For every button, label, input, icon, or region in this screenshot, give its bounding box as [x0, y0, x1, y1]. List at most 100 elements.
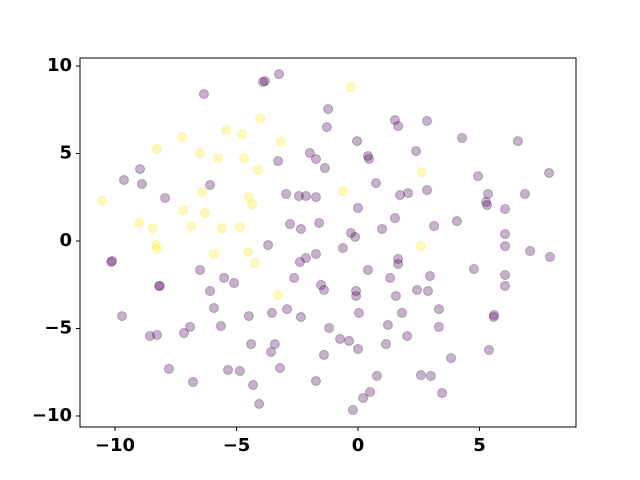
point [301, 252, 312, 263]
point [106, 257, 117, 268]
point [393, 254, 404, 265]
point [446, 353, 457, 364]
point [275, 363, 286, 374]
point [382, 319, 393, 330]
point [249, 258, 260, 269]
point [208, 303, 219, 314]
point [266, 307, 277, 318]
point [316, 279, 327, 290]
point [362, 150, 373, 161]
point [353, 307, 364, 318]
point [284, 219, 295, 230]
point [295, 223, 306, 234]
point [429, 220, 440, 231]
point [403, 188, 414, 199]
point [371, 370, 382, 381]
point [402, 331, 413, 342]
x-tick-label: 5 [473, 435, 486, 456]
point [358, 392, 369, 403]
point [422, 115, 433, 126]
point [350, 231, 361, 242]
point [221, 125, 232, 136]
point [215, 321, 226, 332]
point [136, 178, 147, 189]
point [483, 188, 494, 199]
y-tick-label: −10 [32, 405, 72, 426]
point [188, 377, 199, 388]
point [500, 229, 511, 240]
point [239, 153, 250, 164]
point [152, 143, 163, 154]
point [437, 388, 448, 399]
point [259, 76, 270, 87]
point [295, 311, 306, 322]
point [377, 223, 388, 234]
point [344, 335, 355, 346]
point [425, 370, 436, 381]
point [252, 164, 263, 175]
y-tick-label: 5 [59, 143, 72, 164]
point [160, 192, 171, 203]
point [195, 265, 206, 276]
point [318, 349, 329, 360]
point [351, 286, 362, 297]
point [415, 241, 426, 252]
point [389, 213, 400, 224]
point [411, 146, 422, 157]
point [483, 345, 494, 356]
point [380, 339, 391, 350]
point [363, 153, 374, 164]
point [266, 346, 277, 357]
point [319, 163, 330, 174]
point [153, 280, 164, 291]
point [254, 398, 265, 409]
point [152, 329, 163, 340]
point [216, 223, 227, 234]
point [219, 272, 230, 283]
point [512, 136, 523, 147]
point [289, 272, 300, 283]
point [310, 375, 321, 386]
point [393, 258, 404, 269]
point [163, 363, 174, 374]
x-tick-label: −10 [95, 435, 135, 456]
point [273, 156, 284, 167]
point [364, 387, 375, 398]
point [390, 290, 401, 301]
point [234, 222, 245, 233]
point [310, 192, 321, 203]
point [500, 241, 511, 252]
point [255, 113, 266, 124]
point [234, 366, 245, 377]
point [362, 265, 373, 276]
point [337, 243, 348, 254]
point [324, 322, 335, 333]
point [433, 304, 444, 315]
point [147, 223, 158, 234]
point [488, 311, 499, 322]
y-tick-label: 10 [47, 55, 72, 76]
point [293, 191, 304, 202]
point [321, 122, 332, 133]
point [213, 153, 224, 164]
point [468, 264, 479, 275]
point [195, 148, 206, 159]
point [310, 248, 321, 259]
point [177, 132, 188, 143]
point [118, 174, 129, 185]
point [186, 220, 197, 231]
point [196, 187, 207, 198]
point [205, 180, 216, 191]
point [310, 153, 321, 164]
point [473, 171, 484, 182]
point [274, 69, 285, 80]
point [500, 203, 511, 214]
point [395, 189, 406, 200]
point [257, 76, 268, 87]
point [247, 199, 258, 210]
point [519, 188, 530, 199]
point [422, 185, 433, 196]
point [385, 272, 396, 283]
point [273, 290, 284, 301]
point [304, 148, 315, 159]
